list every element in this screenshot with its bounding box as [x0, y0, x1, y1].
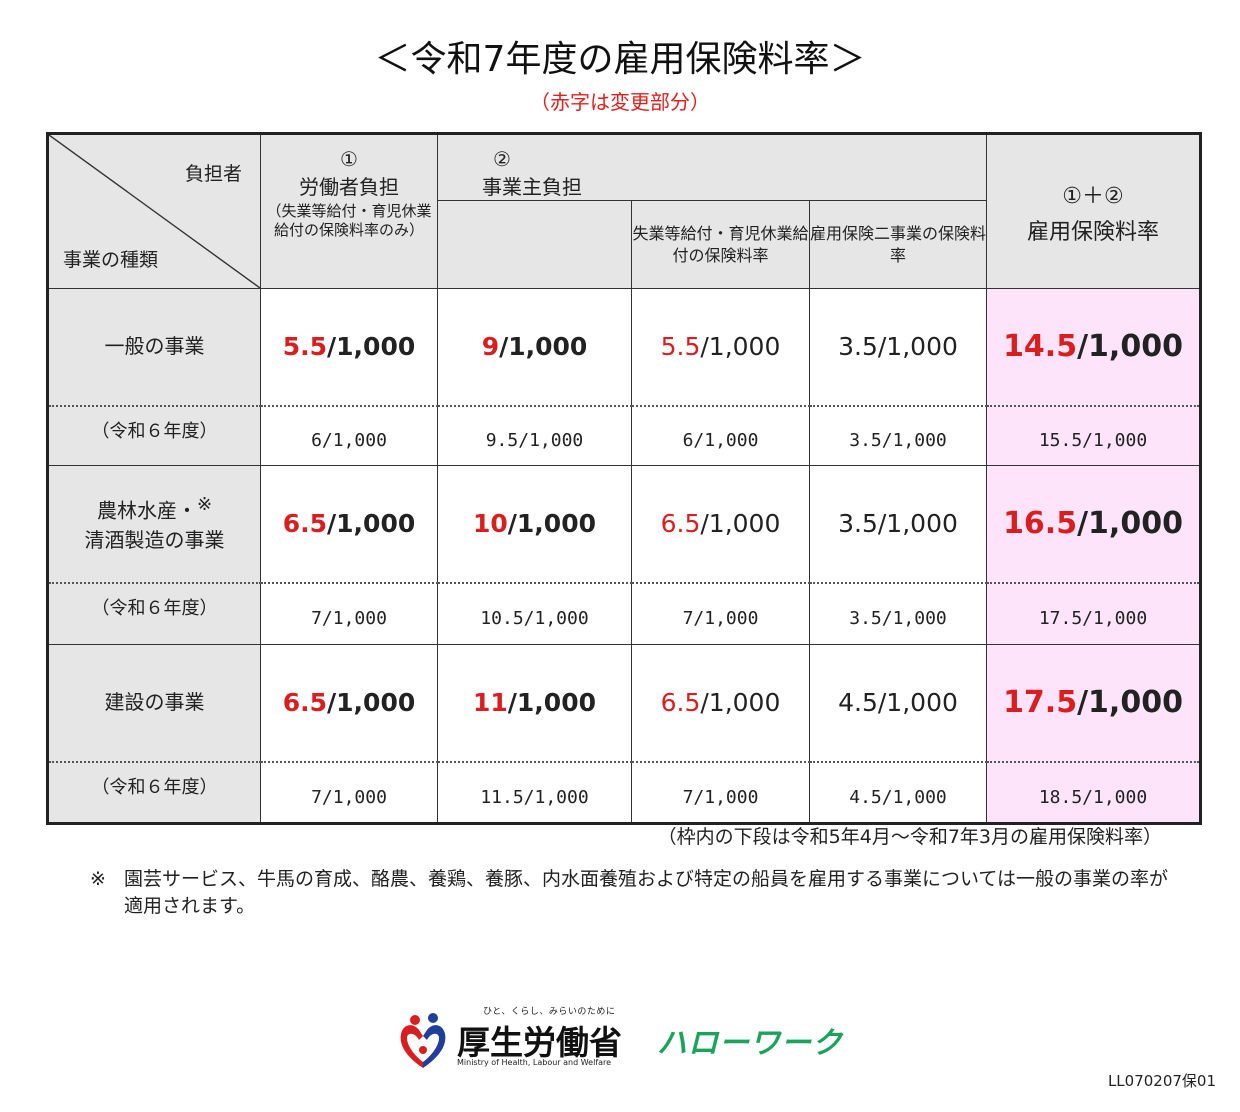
hellowork-logo: ハローワーク: [657, 1026, 843, 1061]
corner-header-cell: 負担者 事業の種類: [47, 133, 261, 289]
worker-rate: 6.5/1,000: [260, 465, 438, 584]
prev-total-rate: 18.5/1,000: [986, 761, 1202, 824]
previous-year-label: （令和６年度）: [47, 761, 261, 824]
ministry-tagline: ひと、くらし、みらいのために: [483, 1007, 616, 1017]
footnote-mark: ※: [90, 868, 106, 890]
worker-title: 労働者負担: [299, 175, 399, 199]
worker-note: （失業等給付・育児休業給付の保険料率のみ）: [266, 202, 432, 239]
worker-burden-header: ① 労働者負担 （失業等給付・育児休業給付の保険料率のみ）: [260, 133, 438, 289]
page-subtitle: （赤字は変更部分）: [530, 90, 710, 114]
employer-burden-header: ② 事業主負担: [436, 133, 988, 201]
worker-number: ①: [340, 147, 358, 171]
employer-two-projects-rate: 4.5/1,000: [808, 644, 988, 763]
table-row-previous: （令和６年度） 7/1,000 11.5/1,000 7/1,000 4.5/1…: [47, 761, 1202, 824]
prev-worker-rate: 7/1,000: [260, 582, 438, 645]
page-title: ＜令和7年度の雇用保険料率＞: [374, 39, 866, 80]
insurance-rate-table: 負担者 事業の種類 ① 労働者負担 （失業等給付・育児休業給付の保険料率のみ） …: [46, 132, 1203, 825]
prev-worker-rate: 7/1,000: [260, 761, 438, 824]
document-code: LL070207保01: [1107, 1072, 1216, 1090]
prev-employer-benefit-rate: 6/1,000: [631, 405, 810, 466]
ministry-name-english: Ministry of Health, Labour and Welfare: [457, 1058, 612, 1067]
total-title: 雇用保険料率: [1027, 219, 1160, 245]
employer-benefit-rate: 5.5/1,000: [631, 288, 810, 407]
previous-year-label: （令和６年度）: [47, 582, 261, 645]
table-row: 建設の事業 6.5/1,000 11/1,000 6.5/1,000 4.5/1…: [47, 644, 1202, 763]
prev-total-rate: 15.5/1,000: [986, 405, 1202, 466]
business-type-label: 事業の種類: [63, 249, 159, 271]
employer-two-projects-rate: 3.5/1,000: [808, 288, 988, 407]
employer-rate: 9/1,000: [437, 288, 632, 407]
ministry-logo: ひと、くらし、みらいのために 厚生労働省 Ministry of Health,…: [395, 1004, 865, 1076]
total-rate: 14.5/1,000: [986, 288, 1202, 407]
prev-total-rate: 17.5/1,000: [986, 582, 1202, 645]
prev-employer-two-projects-rate: 3.5/1,000: [808, 582, 988, 645]
worker-rate: 6.5/1,000: [260, 644, 438, 763]
total-rate-header: ①＋② 雇用保険料率: [986, 133, 1202, 289]
footnote-text: 園芸サービス、牛馬の育成、酪農、養鶏、養豚、内水面養殖および特定の船員を雇用する…: [124, 868, 1169, 917]
prev-worker-rate: 6/1,000: [260, 405, 438, 466]
prev-employer-rate: 10.5/1,000: [437, 582, 632, 645]
employer-benefit-subheader: 失業等給付・育児休業給付の保険料率: [631, 200, 810, 289]
prev-employer-benefit-rate: 7/1,000: [631, 582, 810, 645]
employer-rate: 11/1,000: [437, 644, 632, 763]
burden-label: 負担者: [184, 163, 242, 185]
employer-title: 事業主負担: [482, 175, 582, 199]
employer-benefit-rate: 6.5/1,000: [631, 465, 810, 584]
diagonal-divider: [49, 135, 260, 288]
table-row: 一般の事業 5.5/1,000 9/1,000 5.5/1,000 3.5/1,…: [47, 288, 1202, 407]
period-note: （枠内の下段は令和5年4月～令和7年3月の雇用保険料率）: [657, 826, 1162, 848]
total-rate: 17.5/1,000: [986, 644, 1202, 763]
category-general: 一般の事業: [47, 288, 261, 407]
footnote: ※ 園芸サービス、牛馬の育成、酪農、養鶏、養豚、内水面養殖および特定の船員を雇用…: [90, 866, 1180, 920]
ministry-name: 厚生労働省: [457, 1023, 622, 1062]
table-row-previous: （令和６年度） 7/1,000 10.5/1,000 7/1,000 3.5/1…: [47, 582, 1202, 645]
ministry-emblem-icon: [400, 1013, 446, 1068]
worker-rate: 5.5/1,000: [260, 288, 438, 407]
prev-employer-rate: 9.5/1,000: [437, 405, 632, 466]
prev-employer-rate: 11.5/1,000: [437, 761, 632, 824]
previous-year-label: （令和６年度）: [47, 405, 261, 466]
employer-two-projects-rate: 3.5/1,000: [808, 465, 988, 584]
prev-employer-two-projects-rate: 3.5/1,000: [808, 405, 988, 466]
employer-subheader-spacer: [437, 200, 632, 289]
employer-number: ②: [493, 147, 511, 171]
table-row-previous: （令和６年度） 6/1,000 9.5/1,000 6/1,000 3.5/1,…: [47, 405, 1202, 466]
employer-rate: 10/1,000: [437, 465, 632, 584]
table-row: 農林水産・※ 清酒製造の事業 6.5/1,000 10/1,000 6.5/1,…: [47, 465, 1202, 584]
total-rate: 16.5/1,000: [986, 465, 1202, 584]
category-agriculture: 農林水産・※ 清酒製造の事業: [47, 465, 261, 584]
category-construction: 建設の事業: [47, 644, 261, 763]
employer-benefit-rate: 6.5/1,000: [631, 644, 810, 763]
total-number: ①＋②: [1062, 183, 1124, 209]
prev-employer-benefit-rate: 7/1,000: [631, 761, 810, 824]
prev-employer-two-projects-rate: 4.5/1,000: [808, 761, 988, 824]
employer-two-projects-subheader: 雇用保険二事業の保険料率: [808, 200, 988, 289]
